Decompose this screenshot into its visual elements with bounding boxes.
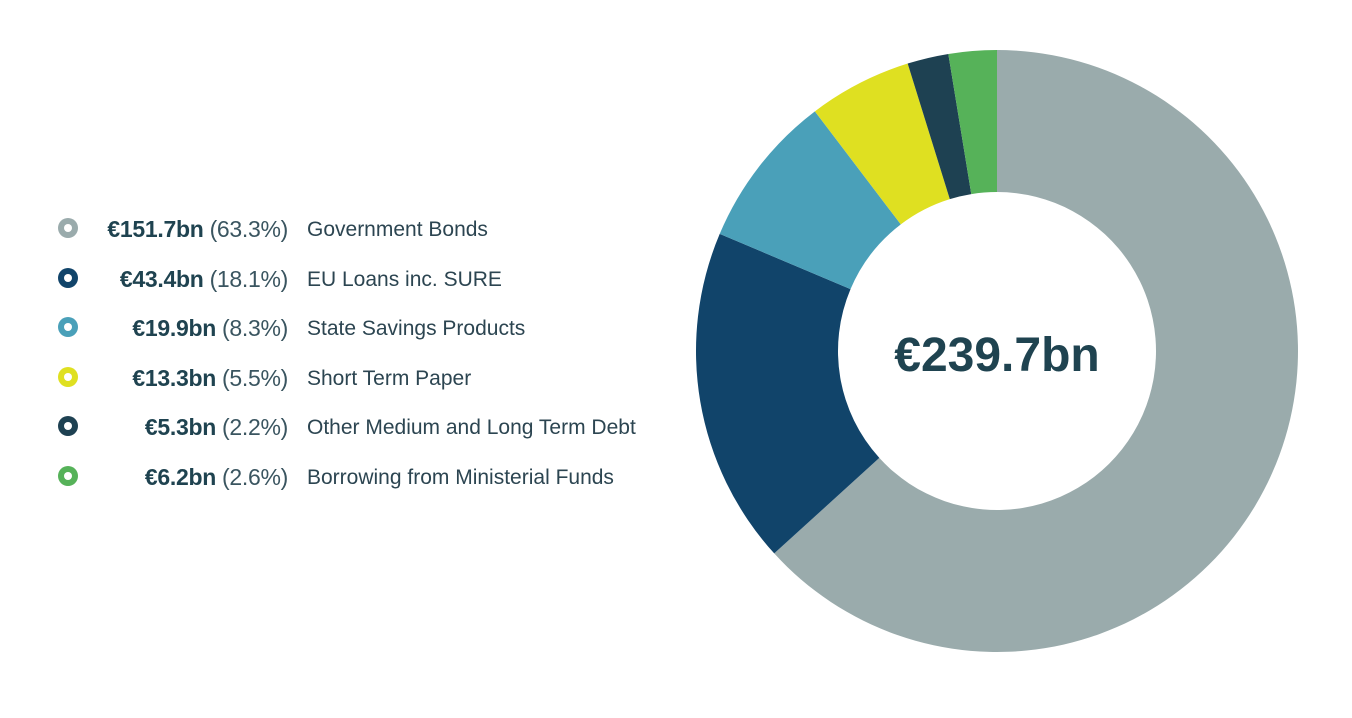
legend-item-short-term-paper: €13.3bn (5.5%) Short Term Paper [52,355,712,405]
legend-label: Other Medium and Long Term Debt [307,416,636,440]
legend-value: €6.2bn [144,463,216,490]
legend-item-government-bonds: €151.7bn (63.3%) Government Bonds [52,206,712,256]
legend-item-other-medium-long-term-debt: €5.3bn (2.2%) Other Medium and Long Term… [52,404,712,454]
legend-marker-icon [58,465,78,486]
legend-marker-icon [58,317,78,338]
legend-percent: (5.5%) [222,364,288,391]
donut-slice-short-term-paper [814,63,950,225]
donut-slice-borrowing-from-ministerial-funds [948,50,997,195]
legend-item-ministerial-funds: €6.2bn (2.6%) Borrowing from Ministerial… [52,454,712,504]
legend-figures: €43.4bn (18.1%) [120,264,288,294]
legend-value: €5.3bn [144,414,216,441]
legend-percent: (8.3%) [222,315,288,342]
legend-figures: €151.7bn (63.3%) [107,214,288,244]
legend-label: Borrowing from Ministerial Funds [307,465,614,489]
legend-label: EU Loans inc. SURE [307,267,502,291]
donut-slice-eu-loans-inc-sure [696,233,880,554]
donut-slices [696,50,1298,652]
legend-value: €151.7bn [107,216,204,242]
legend-label: Short Term Paper [307,366,472,390]
legend-value: €13.3bn [132,364,216,391]
legend-percent: (63.3%) [209,216,289,242]
donut-slice-other-medium-and-long-term-debt [907,53,972,200]
legend-marker-icon [58,267,78,288]
legend-value: €19.9bn [132,315,216,342]
donut-center-total: €239.7bn [894,329,1099,382]
legend-marker-icon [58,416,78,437]
legend-figures: €13.3bn (5.5%) [132,363,288,393]
legend-figures: €6.2bn (2.6%) [145,462,288,492]
legend-percent: (2.2%) [222,414,288,441]
legend-value: €43.4bn [119,265,204,292]
legend-item-state-savings: €19.9bn (8.3%) State Savings Products [52,305,712,355]
legend-figures: €19.9bn (8.3%) [132,313,288,343]
donut-slice-government-bonds [774,50,1298,652]
legend-label: State Savings Products [307,317,526,341]
legend-label: Government Bonds [307,218,488,241]
chart-legend: €151.7bn (63.3%) Government Bonds €43.4b… [52,206,712,504]
legend-marker-icon [58,218,78,238]
legend-figures: €5.3bn (2.2%) [145,412,288,442]
legend-item-eu-loans: €43.4bn (18.1%) EU Loans inc. SURE [52,256,712,306]
legend-percent: (2.6%) [222,463,288,490]
legend-marker-icon [58,366,78,387]
donut-slice-state-savings-products [719,111,901,290]
legend-percent: (18.1%) [209,265,289,292]
